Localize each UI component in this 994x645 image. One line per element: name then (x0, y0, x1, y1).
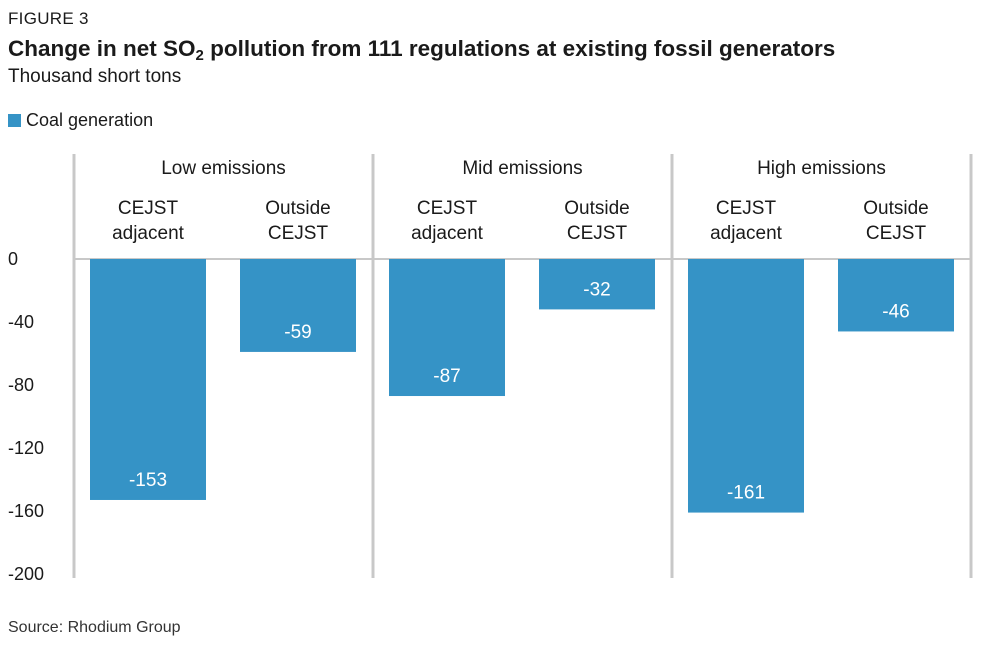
y-tick-label: -120 (8, 438, 44, 458)
source-note: Source: Rhodium Group (8, 619, 181, 636)
category-label: CEJST (567, 223, 628, 244)
category-label: Outside (863, 198, 928, 219)
bar (539, 259, 655, 310)
group-label: High emissions (757, 158, 886, 179)
category-label: CEJST (866, 223, 927, 244)
legend-swatch (8, 114, 21, 127)
group-label: Low emissions (161, 158, 286, 179)
category-label: Outside (265, 198, 330, 219)
bar (90, 259, 206, 500)
data-label: -46 (882, 301, 909, 322)
category-label: CEJST (716, 198, 777, 219)
data-label: -153 (129, 470, 167, 491)
category-label: CEJST (268, 223, 329, 244)
figure-label: FIGURE 3 (8, 9, 89, 28)
bar (389, 259, 505, 397)
category-label: Outside (564, 198, 629, 219)
data-label: -161 (727, 483, 765, 504)
legend: Coal generation (8, 110, 153, 131)
bar (240, 259, 356, 352)
data-label: -59 (284, 322, 311, 343)
bar (838, 259, 954, 332)
data-label: -87 (433, 366, 460, 387)
category-label: CEJST (118, 198, 179, 219)
y-tick-label: -80 (8, 375, 34, 395)
y-tick-label: -160 (8, 501, 44, 521)
bar (688, 259, 804, 513)
title-text-pre: Change in net SO (8, 36, 196, 61)
chart-subtitle: Thousand short tons (8, 66, 182, 87)
y-tick-label: -40 (8, 312, 34, 332)
title-subscript: 2 (195, 47, 204, 64)
y-tick-label: 0 (8, 249, 18, 269)
chart-title: Change in net SO2 pollution from 111 reg… (8, 36, 836, 64)
legend-label: Coal generation (26, 110, 154, 130)
title-text-post: pollution from 111 regulations at existi… (203, 36, 836, 61)
y-tick-label: -200 (8, 564, 44, 584)
category-label: CEJST (417, 198, 478, 219)
category-label: adjacent (710, 223, 783, 244)
category-label: adjacent (411, 223, 484, 244)
group-label: Mid emissions (462, 158, 582, 179)
data-label: -32 (583, 279, 610, 300)
category-label: adjacent (112, 223, 185, 244)
